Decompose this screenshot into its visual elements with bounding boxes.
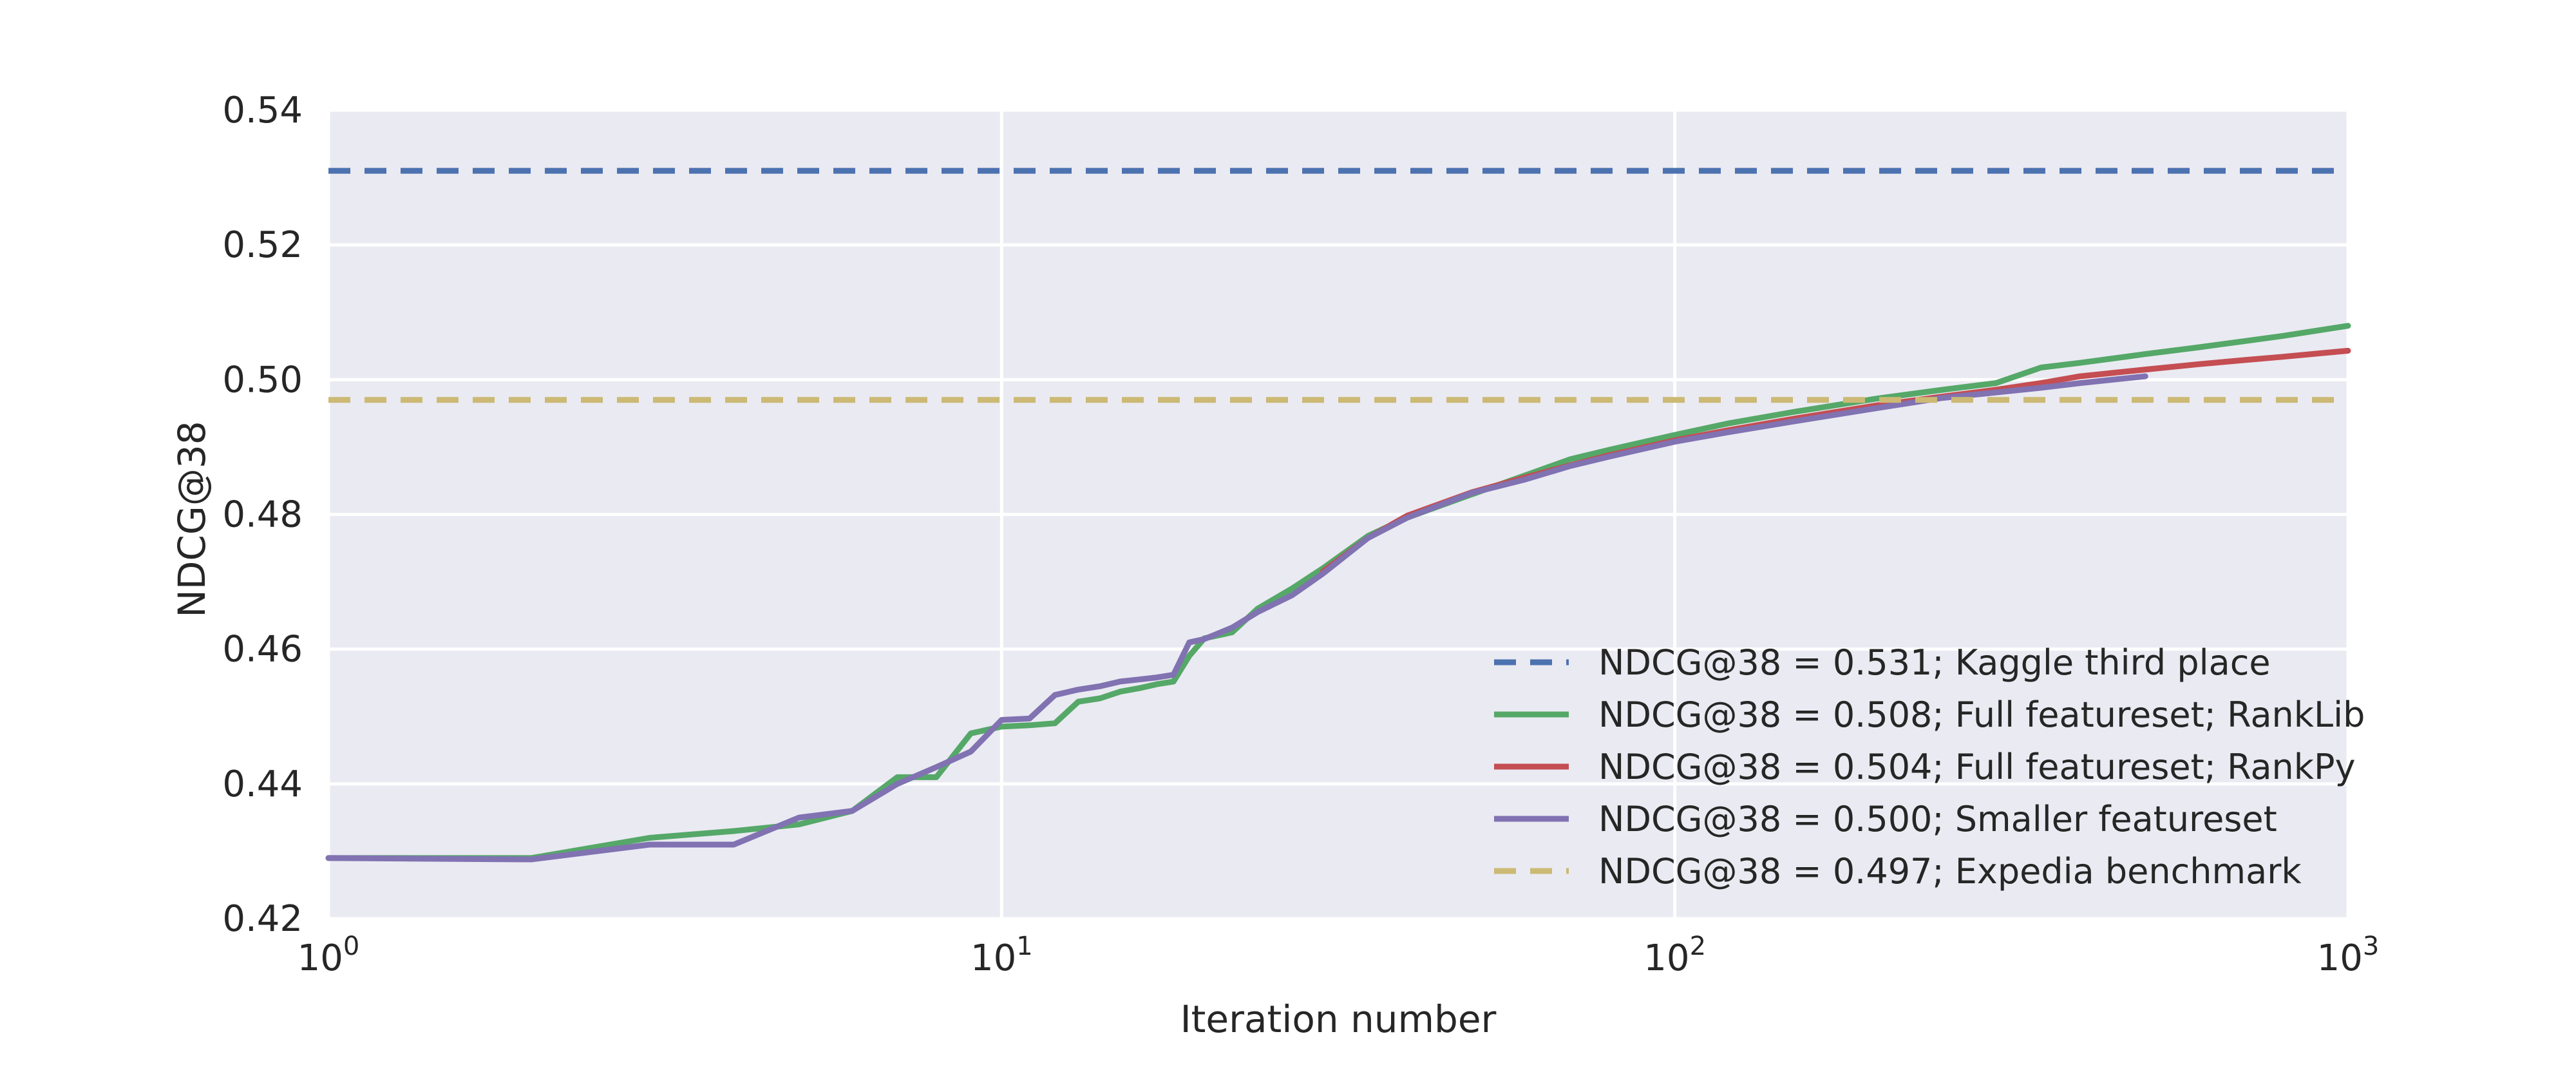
y-tick-label: 0.42 (222, 898, 303, 940)
legend-label: NDCG@38 = 0.500; Smaller featureset (1598, 799, 2277, 839)
x-tick-labels: 100 101 102 103 (298, 932, 2380, 979)
y-axis-label: NDCG@38 (170, 421, 214, 617)
y-tick-labels: 0.42 0.44 0.46 0.48 0.50 0.52 0.54 (222, 90, 303, 940)
y-tick-label: 0.54 (222, 90, 303, 131)
grid-layer (327, 108, 2350, 921)
legend: NDCG@38 = 0.531; Kaggle third place NDCG@… (1494, 642, 2365, 892)
y-tick-label: 0.52 (222, 224, 303, 266)
legend-label: NDCG@38 = 0.497; Expedia benchmark (1598, 851, 2302, 892)
legend-label: NDCG@38 = 0.531; Kaggle third place (1598, 642, 2271, 683)
y-tick-label: 0.46 (222, 629, 303, 671)
series-line-ndcg-38-0-508-full-featureset-ranklib (325, 323, 2351, 861)
y-tick-label: 0.44 (222, 763, 303, 805)
x-tick-label: 103 (2317, 932, 2380, 979)
series-line-ndcg-38-0-500-smaller-featureset (325, 373, 2148, 863)
x-tick-label: 101 (971, 932, 1033, 979)
legend-label: NDCG@38 = 0.508; Full featureset; RankLi… (1598, 694, 2365, 735)
legend-label: NDCG@38 = 0.504; Full featureset; RankPy (1598, 747, 2356, 787)
y-tick-label: 0.50 (222, 359, 303, 401)
y-tick-label: 0.48 (222, 494, 303, 536)
x-tick-label: 102 (1643, 932, 1706, 979)
x-tick-label: 100 (298, 932, 360, 979)
x-axis-label: Iteration number (1180, 997, 1497, 1041)
series-layer (325, 168, 2351, 863)
